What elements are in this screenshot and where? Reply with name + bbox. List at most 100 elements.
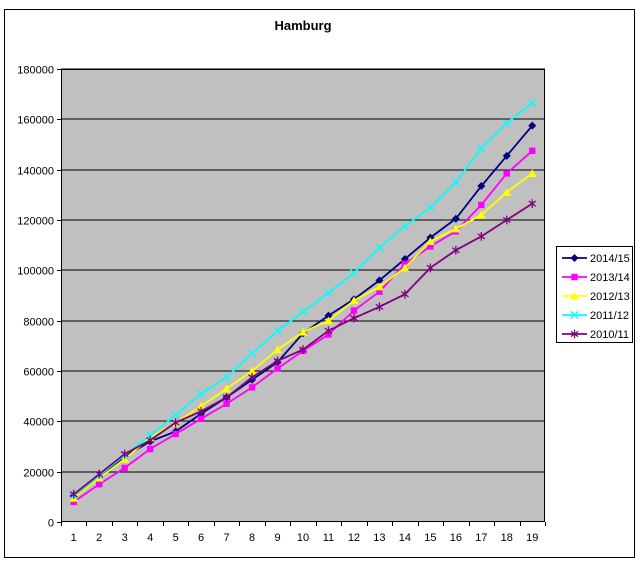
marker-asterisk bbox=[95, 469, 104, 479]
marker-x bbox=[349, 268, 359, 277]
x-axis-label: 2 bbox=[96, 532, 102, 544]
marker-square bbox=[274, 365, 281, 372]
marker-asterisk bbox=[146, 435, 155, 445]
marker-diamond bbox=[570, 254, 579, 262]
y-axis-label: 80000 bbox=[23, 317, 54, 329]
y-axis-label: 40000 bbox=[23, 417, 54, 429]
series-2011-12[interactable] bbox=[69, 98, 537, 500]
marker-x bbox=[451, 178, 460, 187]
marker-square bbox=[478, 201, 485, 209]
marker-asterisk bbox=[477, 231, 486, 241]
marker-diamond bbox=[324, 311, 333, 320]
marker-diamond bbox=[502, 151, 511, 160]
marker-triangle bbox=[476, 210, 486, 219]
marker-asterisk bbox=[375, 302, 384, 312]
marker-triangle bbox=[451, 224, 461, 233]
marker-triangle bbox=[298, 327, 308, 336]
legend-item-2012-13[interactable]: 2012/13 bbox=[562, 291, 630, 303]
marker-square bbox=[529, 147, 536, 154]
marker-triangle bbox=[400, 263, 410, 272]
marker-x bbox=[273, 326, 282, 335]
marker-square bbox=[503, 170, 510, 177]
x-axis-label: 6 bbox=[198, 532, 204, 544]
x-axis-label: 8 bbox=[249, 532, 255, 544]
marker-triangle bbox=[349, 296, 359, 305]
marker-diamond bbox=[477, 182, 486, 191]
marker-diamond bbox=[375, 276, 384, 285]
marker-x bbox=[570, 310, 579, 320]
x-axis-label: 3 bbox=[122, 532, 128, 544]
legend-label: 2011/12 bbox=[590, 310, 629, 322]
marker-triangle bbox=[425, 237, 435, 245]
x-axis-label: 7 bbox=[224, 532, 230, 544]
marker-triangle bbox=[527, 169, 537, 178]
x-axis-label: 17 bbox=[475, 532, 487, 544]
legend-item-2014-15[interactable]: 2014/15 bbox=[562, 253, 630, 265]
marker-x bbox=[477, 144, 486, 153]
marker-x bbox=[324, 288, 333, 298]
marker-square bbox=[223, 400, 230, 407]
legend: 2014/15 2013/14 2012/13 2011/12 2010/11 bbox=[556, 246, 633, 343]
marker-triangle bbox=[196, 402, 206, 410]
series-2010-11[interactable] bbox=[69, 199, 537, 499]
marker-triangle bbox=[222, 384, 231, 393]
marker-asterisk bbox=[120, 449, 129, 459]
legend-item-2013-14[interactable]: 2013/14 bbox=[562, 272, 630, 284]
marker-x bbox=[247, 349, 257, 358]
x-axis-label: 4 bbox=[147, 532, 153, 544]
marker-asterisk bbox=[400, 289, 409, 299]
y-axis-label: 20000 bbox=[23, 468, 54, 480]
legend-item-2011-12[interactable]: 2011/12 bbox=[562, 310, 629, 322]
marker-asterisk bbox=[197, 406, 206, 416]
y-axis-label: 60000 bbox=[23, 367, 54, 379]
marker-diamond bbox=[451, 214, 460, 223]
x-axis-label: 5 bbox=[173, 532, 179, 544]
marker-x bbox=[171, 410, 180, 420]
legend-label: 2012/13 bbox=[590, 291, 630, 303]
x-axis-label: 19 bbox=[526, 532, 538, 544]
marker-asterisk bbox=[69, 489, 78, 499]
legend-label: 2013/14 bbox=[590, 272, 630, 284]
marker-triangle bbox=[570, 291, 579, 300]
marker-triangle bbox=[502, 188, 512, 196]
marker-square bbox=[248, 384, 256, 391]
y-axis-label: 160000 bbox=[17, 115, 54, 127]
marker-square bbox=[146, 445, 154, 453]
legend-item-2010-11[interactable]: 2010/11 bbox=[562, 329, 629, 341]
plot-area bbox=[61, 69, 545, 522]
x-axis-label: 13 bbox=[373, 532, 385, 544]
marker-triangle bbox=[247, 366, 257, 375]
marker-square bbox=[376, 288, 383, 295]
marker-x bbox=[400, 222, 409, 231]
marker-asterisk bbox=[451, 245, 460, 255]
marker-triangle bbox=[120, 454, 130, 463]
marker-square bbox=[96, 481, 103, 488]
marker-asterisk bbox=[528, 199, 537, 209]
marker-triangle bbox=[324, 316, 333, 325]
y-axis-label: 180000 bbox=[17, 65, 54, 77]
legend-label: 2014/15 bbox=[590, 253, 630, 265]
marker-square bbox=[571, 273, 578, 281]
y-axis-label: 100000 bbox=[17, 266, 54, 278]
marker-x bbox=[197, 389, 206, 398]
y-axis-label: 120000 bbox=[17, 216, 54, 228]
marker-x bbox=[375, 243, 384, 252]
marker-asterisk bbox=[502, 215, 511, 225]
plot-border bbox=[61, 69, 545, 522]
x-axis-label: 14 bbox=[399, 532, 411, 544]
marker-asterisk bbox=[248, 372, 257, 382]
marker-asterisk bbox=[349, 313, 358, 323]
marker-square bbox=[70, 498, 77, 506]
marker-square bbox=[197, 415, 205, 423]
marker-triangle bbox=[375, 282, 384, 291]
x-axis-label: 11 bbox=[323, 532, 334, 544]
legend-box bbox=[556, 246, 633, 343]
marker-x bbox=[528, 98, 537, 108]
marker-x bbox=[502, 119, 511, 128]
y-axis-label: 0 bbox=[48, 518, 54, 530]
marker-x bbox=[426, 203, 435, 212]
marker-asterisk bbox=[273, 356, 282, 366]
marker-diamond bbox=[528, 121, 537, 130]
